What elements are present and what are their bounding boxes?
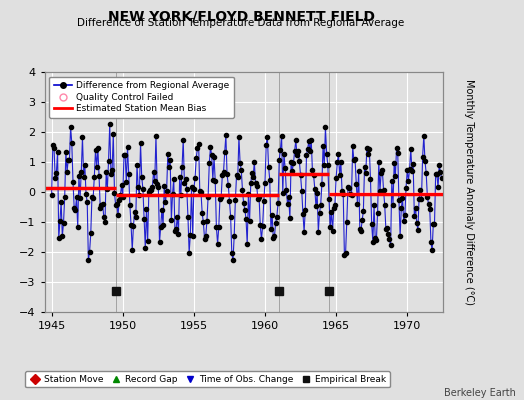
Legend: Difference from Regional Average, Quality Control Failed, Estimated Station Mean: Difference from Regional Average, Qualit… [49,76,234,118]
Text: Difference of Station Temperature Data from Regional Average: Difference of Station Temperature Data f… [78,18,405,28]
Y-axis label: Monthly Temperature Anomaly Difference (°C): Monthly Temperature Anomaly Difference (… [464,79,474,305]
Text: NEW YORK/FLOYD BENNETT FIELD: NEW YORK/FLOYD BENNETT FIELD [107,10,375,24]
Legend: Station Move, Record Gap, Time of Obs. Change, Empirical Break: Station Move, Record Gap, Time of Obs. C… [26,371,390,388]
Text: Berkeley Earth: Berkeley Earth [444,388,516,398]
